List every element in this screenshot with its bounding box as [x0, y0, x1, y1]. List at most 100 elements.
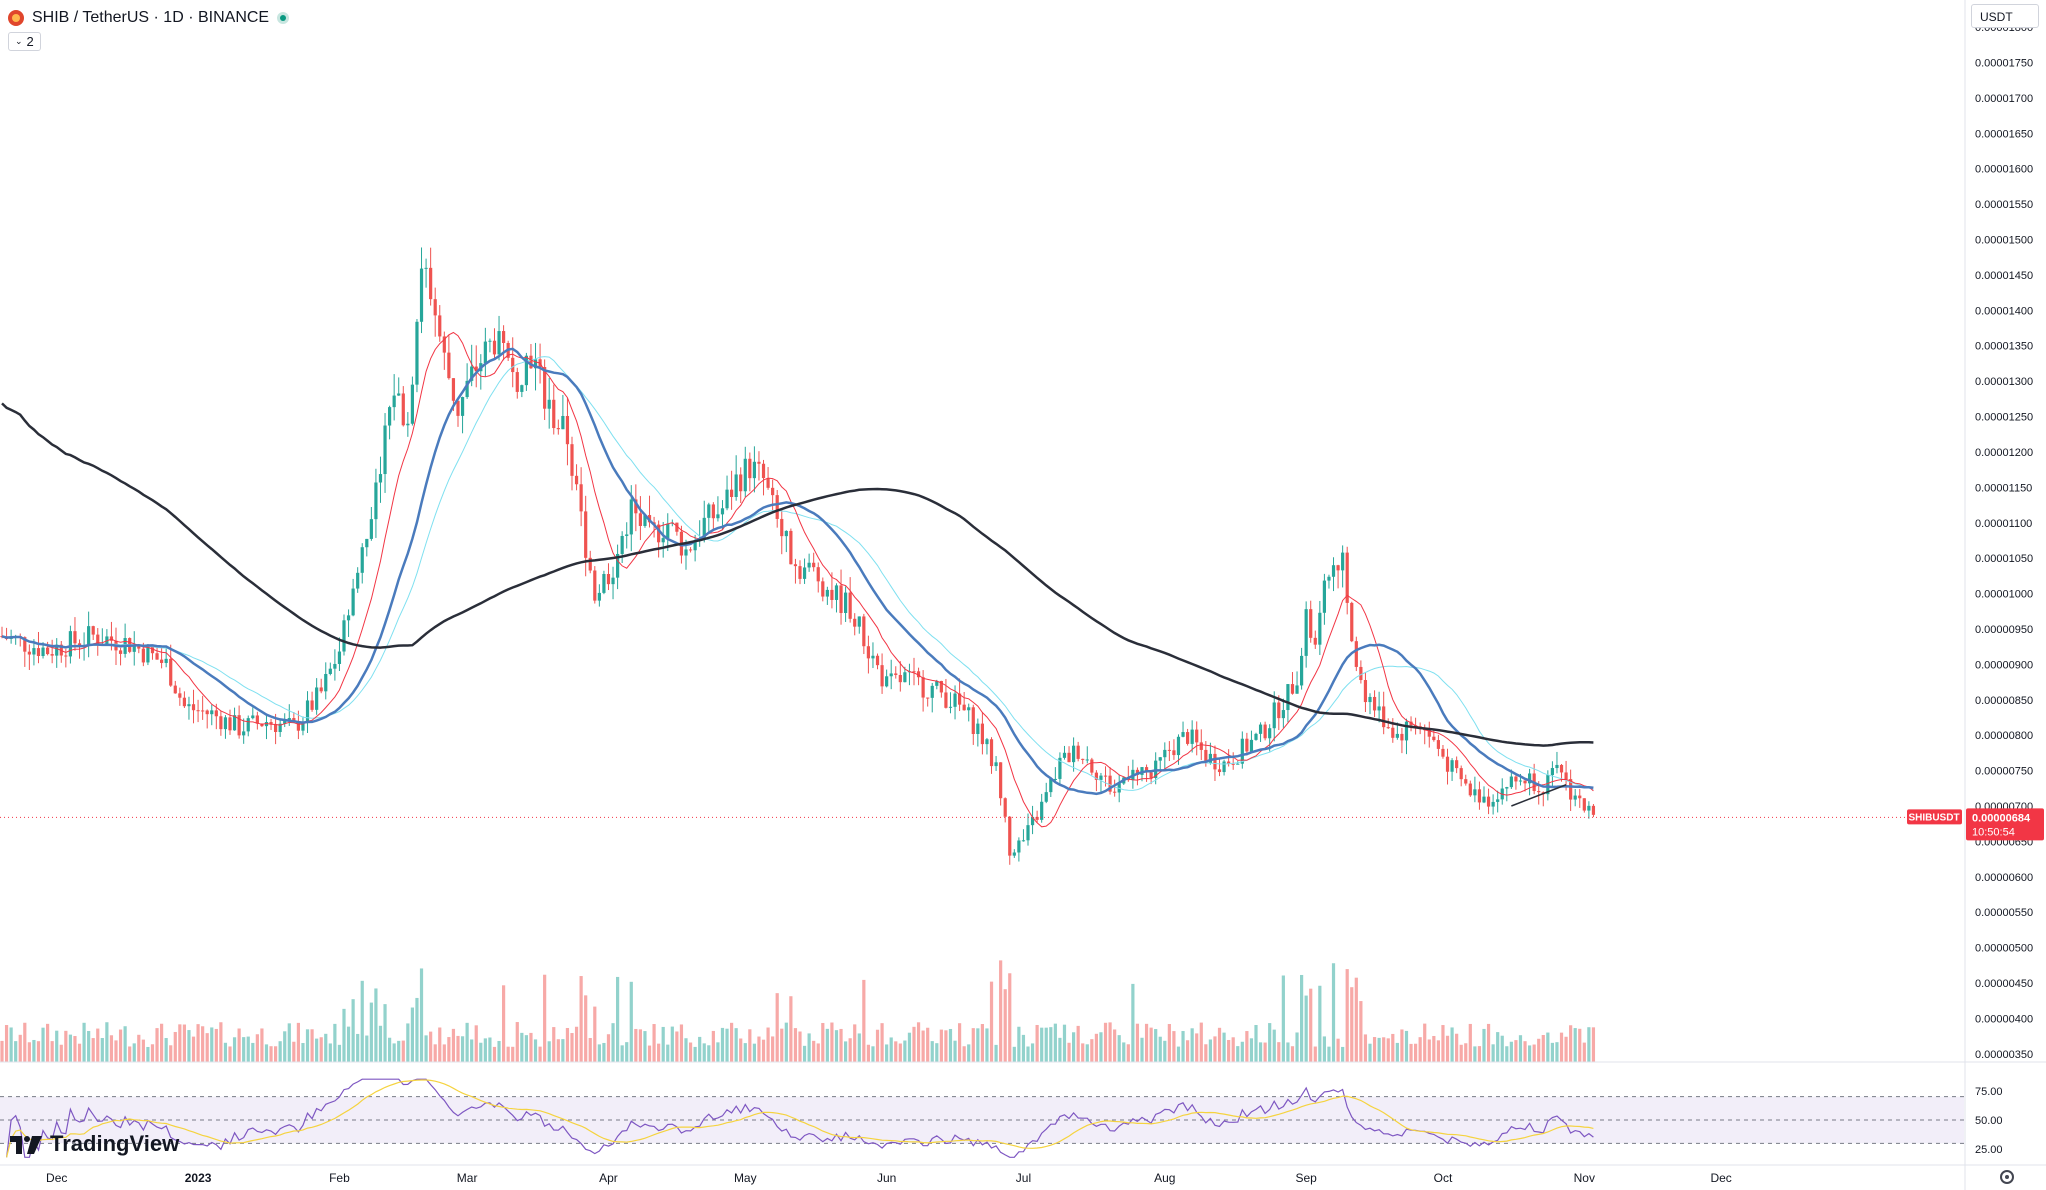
volume-bar: [1186, 1040, 1190, 1062]
candle-body: [1094, 772, 1098, 780]
candle-body: [511, 357, 515, 373]
candle-body: [315, 687, 319, 710]
candle-body: [830, 589, 834, 600]
volume-bar: [679, 1024, 684, 1062]
tradingview-logo[interactable]: TradingView: [10, 1130, 179, 1158]
volume-bar: [844, 1041, 848, 1062]
candle-body: [378, 474, 383, 483]
volume-bar: [707, 1045, 711, 1062]
candle-body: [1491, 801, 1495, 807]
candle-body: [866, 646, 870, 659]
volume-bar: [1149, 1027, 1153, 1062]
candle-body: [1053, 778, 1057, 780]
candle-body: [1505, 787, 1509, 789]
volume-bar: [574, 1026, 579, 1062]
rsi-tick-label: 75.00: [1975, 1086, 2003, 1098]
volume-bar: [579, 976, 583, 1062]
candle-body: [278, 723, 282, 733]
volume-bar: [64, 1030, 68, 1062]
candle-body: [328, 668, 332, 674]
settings-gear-icon[interactable]: [2000, 1170, 2014, 1184]
volume-bar: [41, 1027, 45, 1062]
time-tick-label: May: [734, 1171, 757, 1185]
indicators-toggle[interactable]: ⌄ 2: [8, 32, 41, 51]
volume-bar: [994, 1044, 998, 1062]
volume-bar: [173, 1031, 177, 1062]
candle-body: [1327, 576, 1331, 581]
candle-body: [1208, 753, 1212, 764]
volume-bar: [1227, 1039, 1231, 1062]
price-tick-label: 0.00001500: [1975, 235, 2033, 247]
candle-body: [1286, 684, 1290, 711]
volume-bar: [999, 960, 1003, 1062]
volume-bar: [1514, 1040, 1518, 1062]
candle-body: [1459, 768, 1463, 780]
rsi-tick-label: 50.00: [1975, 1115, 2003, 1127]
volume-bar: [734, 1028, 738, 1062]
chevron-down-icon: ⌄: [15, 36, 23, 46]
volume-bar: [520, 1032, 524, 1062]
volume-bar: [543, 974, 547, 1062]
volume-bar: [875, 1029, 880, 1062]
volume-bar: [793, 1028, 798, 1062]
time-tick-label: Dec: [1710, 1171, 1731, 1185]
volume-bar: [155, 1028, 159, 1062]
candle-body: [1578, 795, 1582, 799]
candle-body: [1213, 753, 1217, 770]
candle-body: [625, 534, 629, 536]
candle-body: [470, 366, 474, 381]
volume-bar: [87, 1030, 91, 1062]
volume-bar: [342, 1008, 346, 1062]
volume-bar: [739, 1038, 743, 1062]
pair-title[interactable]: SHIB / TetherUS · 1D · BINANCE: [32, 9, 270, 26]
candle-body: [657, 524, 661, 543]
volume-bar: [611, 1023, 615, 1062]
price-tick-label: 0.00001650: [1975, 128, 2033, 140]
candle-body: [50, 654, 54, 656]
candle-body: [1245, 738, 1249, 752]
volume-bar: [36, 1041, 41, 1062]
candle-body: [132, 644, 136, 652]
volume-bar: [1272, 1029, 1276, 1062]
volume-bar: [1204, 1044, 1208, 1062]
volume-bar: [0, 1040, 4, 1062]
candle-body: [438, 315, 442, 337]
candle-body: [1336, 565, 1340, 571]
volume-bar: [365, 1035, 369, 1062]
candle-body: [160, 659, 164, 663]
volume-bar: [647, 1045, 652, 1062]
volume-bar: [1085, 1044, 1089, 1062]
volume-bar: [410, 1007, 414, 1062]
volume-bar: [178, 1024, 182, 1062]
trend-line: [1511, 784, 1567, 807]
volume-bar: [1528, 1045, 1532, 1062]
volume-bar: [1154, 1029, 1158, 1062]
volume-bar: [1368, 1043, 1372, 1062]
volume-bar: [903, 1040, 907, 1062]
volume-bar: [880, 1023, 884, 1062]
volume-bar: [251, 1042, 255, 1062]
volume-bar: [634, 1028, 638, 1062]
candle-body: [406, 423, 410, 426]
candle-body: [191, 704, 196, 711]
volume-bar: [388, 1037, 392, 1062]
candle-body: [1537, 791, 1541, 793]
volume-bar: [812, 1040, 816, 1062]
volume-bar: [1372, 1037, 1377, 1062]
currency-button[interactable]: USDT: [1971, 4, 2039, 28]
volume-bar: [752, 1043, 756, 1062]
volume-bar: [1281, 975, 1285, 1062]
candle-body: [875, 655, 880, 666]
candle-body: [1181, 732, 1185, 737]
candle-body: [976, 723, 980, 735]
volume-bar: [1126, 1044, 1130, 1062]
candle-body: [301, 721, 305, 731]
volume-bar: [187, 1030, 191, 1062]
volume-bar: [369, 1002, 373, 1062]
candle-body: [570, 444, 574, 476]
volume-bar: [360, 980, 364, 1062]
time-tick-label: Dec: [46, 1171, 67, 1185]
volume-bar: [1432, 1035, 1436, 1062]
market-open-status-icon: [277, 12, 290, 24]
